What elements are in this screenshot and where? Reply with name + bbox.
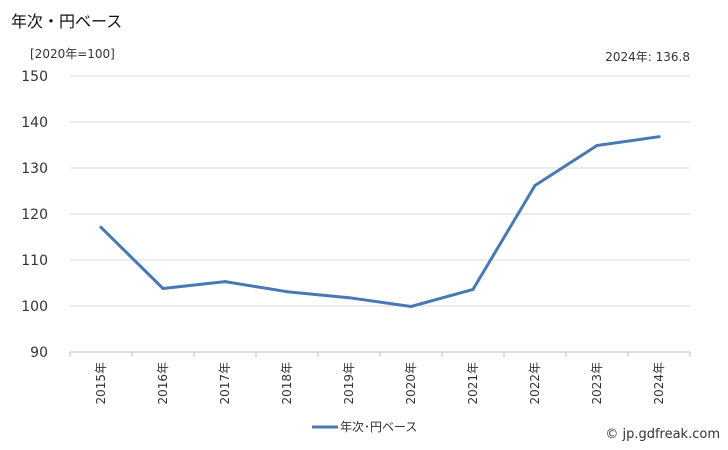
y-tick-label: 140 (21, 115, 48, 131)
y-tick-label: 110 (21, 253, 48, 269)
watermark: © jp.gdfreak.com (605, 427, 720, 442)
data-point (223, 280, 227, 284)
data-point (99, 225, 103, 229)
x-tick-label: 2023年 (590, 362, 604, 405)
data-point (657, 135, 661, 139)
y-axis-ticks: 90 100 110 120 130 140 150 (21, 69, 48, 361)
gridlines (69, 75, 691, 357)
x-tick-label: 2024年 (652, 362, 666, 405)
latest-value-label: 2024年: 136.8 (605, 50, 690, 64)
data-point (533, 183, 537, 187)
x-tick-label: 2022年 (528, 362, 542, 405)
x-tick-label: 2020年 (404, 362, 418, 405)
y-tick-label: 90 (30, 345, 48, 361)
x-axis-ticks: 2015年 2016年 2017年 2018年 2019年 2020年 2021年 2022年… (94, 362, 666, 405)
x-tick-label: 2015年 (94, 362, 108, 405)
data-point (409, 304, 413, 308)
series-line (99, 135, 661, 308)
x-tick-label: 2019年 (342, 362, 356, 405)
x-tick-label: 2018年 (280, 362, 294, 405)
chart-title: 年次・円ベース (11, 12, 123, 31)
y-tick-label: 130 (21, 161, 48, 177)
legend-label: 年次･円ベース (340, 420, 417, 434)
data-point (471, 287, 475, 291)
y-axis-unit-label: [2020年=100] (30, 47, 115, 61)
data-point (285, 290, 289, 294)
x-tick-label: 2016年 (156, 362, 170, 405)
x-tick-label: 2017年 (218, 362, 232, 405)
data-point (347, 296, 351, 300)
y-tick-label: 100 (21, 299, 48, 315)
y-tick-label: 150 (21, 69, 48, 85)
data-point (595, 143, 599, 147)
data-point (161, 287, 165, 291)
legend: 年次･円ベース (312, 420, 417, 434)
series-layer (99, 135, 661, 308)
y-tick-label: 120 (21, 207, 48, 223)
x-tick-label: 2021年 (466, 362, 480, 405)
